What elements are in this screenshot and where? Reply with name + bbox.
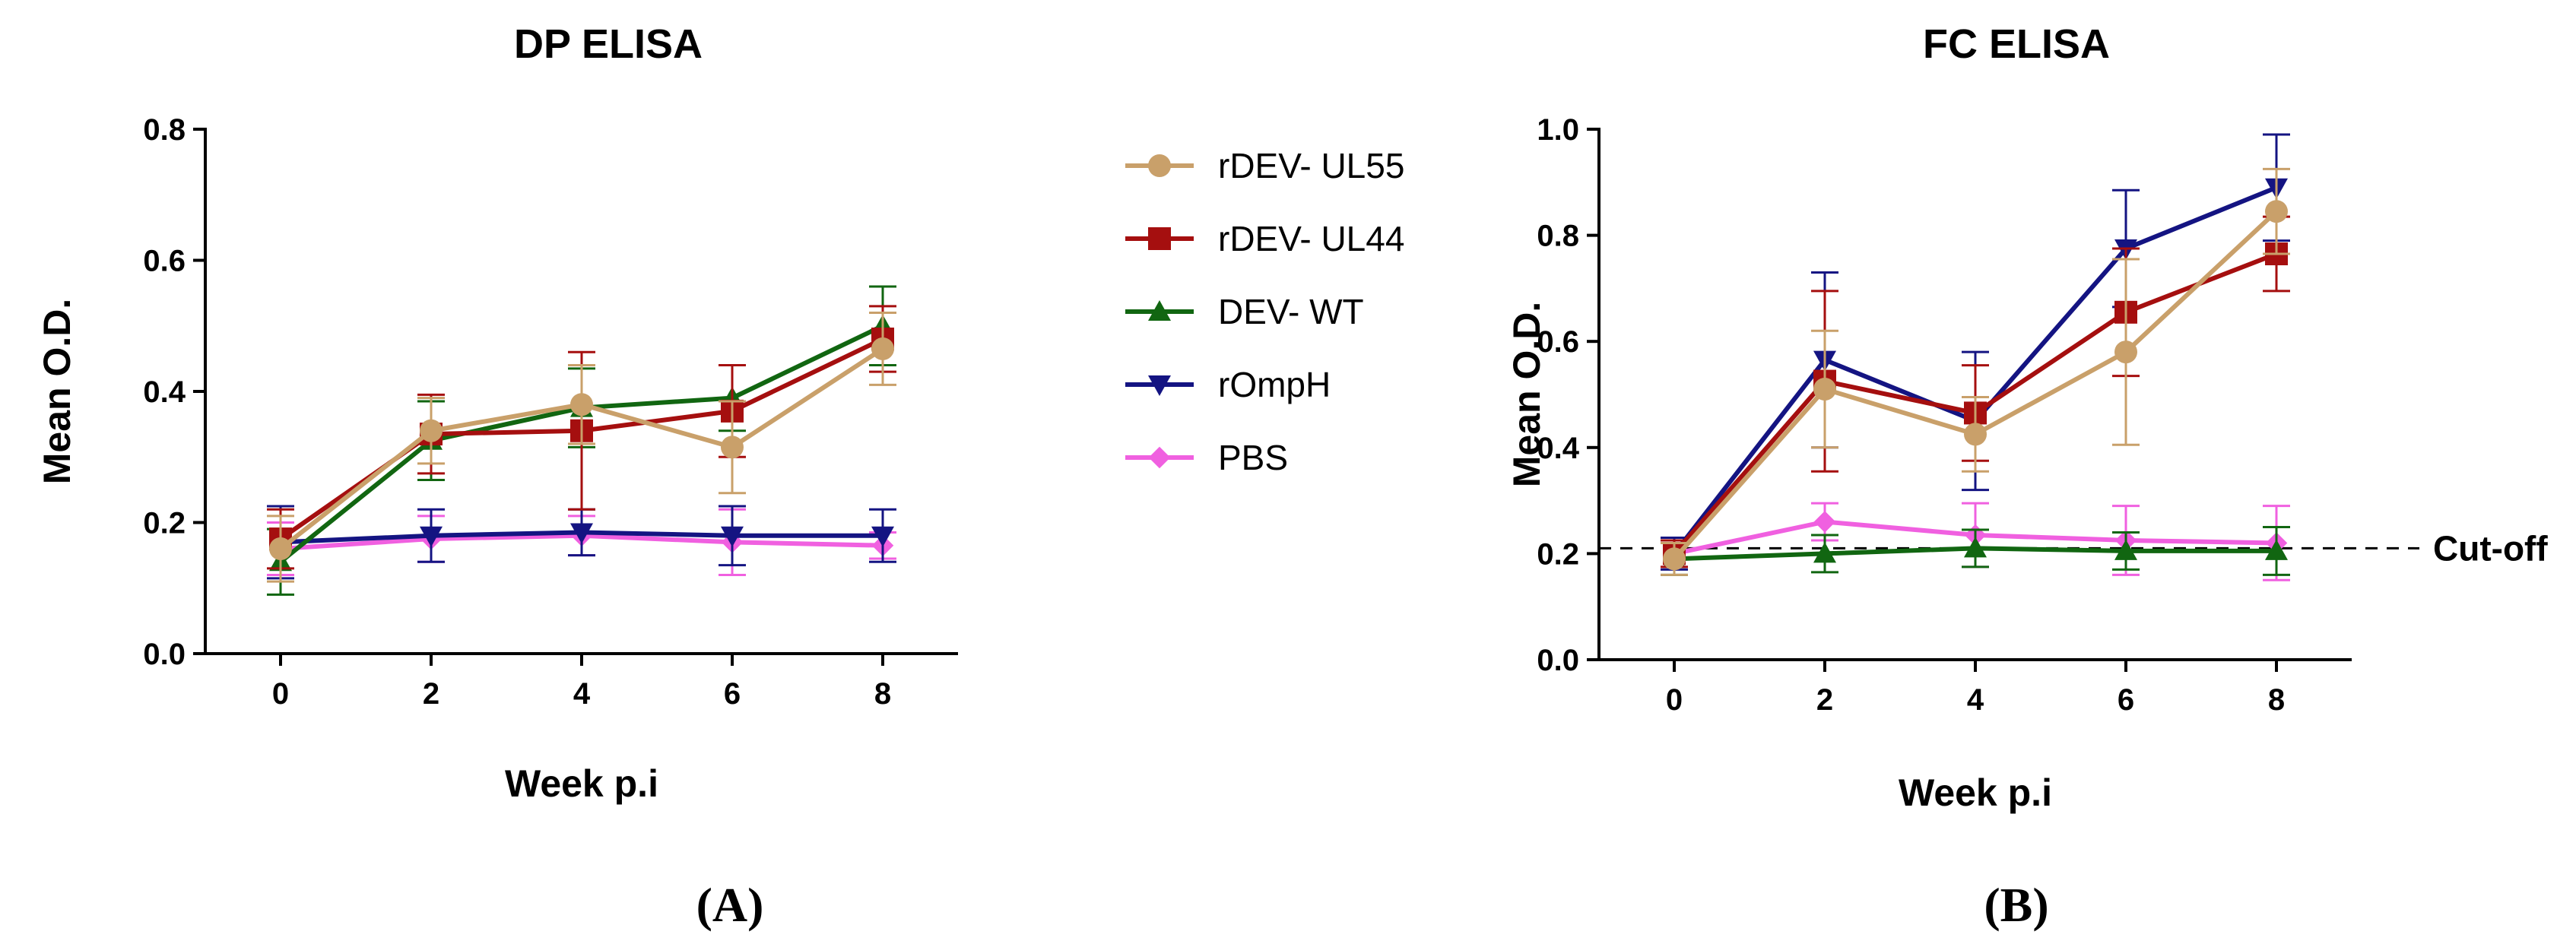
y-tick-label: 0.0 [1537, 644, 1579, 677]
y-tick-label: 0.6 [143, 245, 186, 278]
panel-label: (A) [696, 878, 764, 932]
data-point [570, 523, 593, 544]
x-tick-label: 6 [2118, 683, 2134, 717]
data-point [420, 526, 443, 547]
x-tick-label: 6 [724, 677, 741, 711]
y-tick-label: 0.8 [1537, 220, 1579, 253]
legend-label: DEV- WT [1218, 292, 1364, 331]
y-tick-label: 0.6 [1537, 325, 1579, 359]
x-axis-label: Week p.i [1899, 771, 2052, 814]
axes: 0.0 0.2 0.4 0.6 0.8 0 2 4 6 8 [143, 113, 958, 711]
data-point [1813, 511, 1836, 533]
chart-dp-elisa: DP ELISA 0.0 0.2 0.4 0.6 0.8 0 2 4 6 8 Week p.i Mean… [36, 21, 958, 932]
data-point [2114, 340, 2137, 364]
data-point [1964, 537, 1987, 558]
x-tick-label: 8 [874, 677, 891, 711]
data-point [721, 526, 744, 547]
y-tick-label: 0.4 [143, 375, 186, 409]
data-point [269, 537, 292, 560]
legend-marker [1148, 300, 1171, 321]
data-point [871, 526, 894, 547]
legend-marker [1148, 227, 1171, 250]
y-tick-label: 0.4 [1537, 432, 1579, 465]
chart-title: DP ELISA [514, 21, 703, 67]
data-point [1813, 378, 1836, 401]
data-point [570, 393, 593, 416]
y-tick-label: 0.0 [143, 638, 186, 671]
cutoff-label: Cut-off [2433, 528, 2548, 568]
axes: 0.0 0.2 0.4 0.6 0.8 1.0 0 2 4 6 8 [1537, 113, 2352, 717]
series-rdev-ul55 [267, 312, 896, 583]
series-rdev-ul55 [1661, 167, 2290, 576]
x-tick-label: 4 [1967, 683, 1984, 717]
data-point [2265, 539, 2288, 560]
legend-label: rOmpH [1218, 365, 1331, 404]
panel-label: (B) [1984, 878, 2048, 932]
legend-marker [1148, 446, 1171, 469]
y-tick-label: 0.2 [143, 507, 186, 540]
x-tick-label: 0 [1666, 683, 1683, 717]
data-point [871, 337, 894, 360]
x-axis-label: Week p.i [505, 762, 658, 805]
data-point [2265, 200, 2288, 223]
data-point [420, 419, 443, 442]
legend-item: PBS [1125, 438, 1288, 477]
legend-item: DEV- WT [1125, 292, 1364, 331]
legend-marker [1148, 154, 1171, 177]
y-tick-label: 0.8 [143, 113, 186, 147]
y-axis-label: Mean O.D. [36, 299, 78, 484]
data-point [2114, 539, 2137, 560]
legend-label: rDEV- UL44 [1218, 219, 1404, 258]
x-tick-label: 0 [272, 677, 289, 711]
y-tick-label: 0.2 [1537, 537, 1579, 571]
legend: rDEV- UL55 rDEV- UL44 DEV- WT rOmpH PBS [1125, 146, 1404, 477]
y-axis-label: Mean O.D. [1505, 302, 1548, 487]
data-point [721, 435, 744, 459]
chart-title: FC ELISA [1923, 21, 2110, 67]
legend-item: rDEV- UL55 [1125, 146, 1404, 185]
data-point [1663, 547, 1686, 571]
x-tick-label: 4 [573, 677, 591, 711]
legend-item: rDEV- UL44 [1125, 219, 1404, 258]
legend-label: PBS [1218, 438, 1288, 477]
legend-label: rDEV- UL55 [1218, 146, 1404, 185]
legend-marker [1148, 375, 1171, 396]
x-tick-label: 8 [2268, 683, 2285, 717]
legend-item: rOmpH [1125, 365, 1331, 404]
data-point [1813, 542, 1836, 563]
x-tick-label: 2 [1816, 683, 1833, 717]
y-tick-label: 1.0 [1537, 113, 1579, 147]
x-tick-label: 2 [423, 677, 439, 711]
data-point [1964, 423, 1987, 446]
chart-fc-elisa: FC ELISA 0.0 0.2 0.4 0.6 0.8 1.0 0 2 4 6 8 Week p.i M… [1505, 21, 2548, 932]
